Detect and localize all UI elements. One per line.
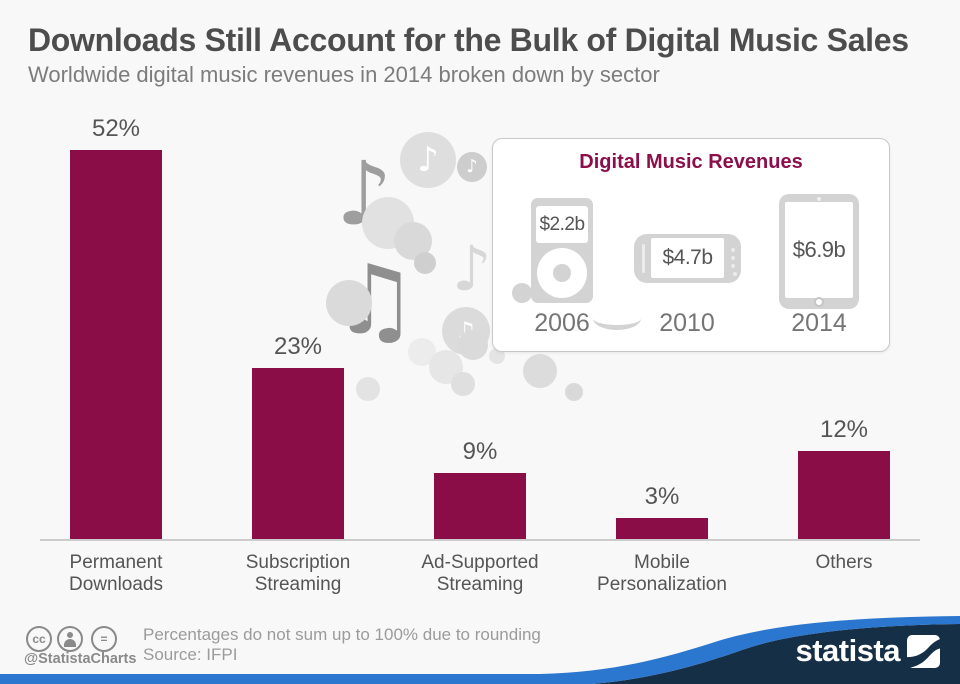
- revenue-inset-panel: Digital Music Revenues $2.2b $4.7b $6.9b…: [492, 138, 890, 352]
- ipod-value: $2.2b: [536, 206, 588, 243]
- treble-clef-circle-icon: ♪: [400, 132, 456, 188]
- year-label: 2014: [791, 309, 847, 337]
- music-note-circle-icon: ♪: [457, 152, 487, 182]
- smartphone-icon: $4.7b: [634, 234, 741, 283]
- inset-title: Digital Music Revenues: [579, 151, 803, 173]
- decor-circle: [523, 354, 557, 388]
- bar-group-mobile-personalization: 3%: [571, 483, 753, 541]
- category-label: Subscription Streaming: [245, 552, 351, 596]
- tablet-icon: $6.9b: [779, 194, 859, 309]
- bar-group-ad-supported-streaming: 9%: [389, 438, 571, 541]
- music-note-icon: ♪: [452, 232, 492, 305]
- tablet-value: $6.9b: [785, 202, 853, 298]
- decor-circle: [489, 348, 505, 364]
- ipod-clickwheel: [537, 248, 587, 298]
- decor-circle: [565, 383, 583, 401]
- bar-mobile-personalization: [616, 518, 708, 541]
- earbud-wire-icon: [593, 307, 641, 330]
- category-label: Ad-Supported Streaming: [421, 552, 539, 596]
- year-label: 2010: [659, 309, 715, 337]
- bar-subscription-streaming: [252, 368, 344, 541]
- earbud-icon: [512, 283, 532, 303]
- decor-circle: [458, 330, 488, 360]
- bar-ad-supported-streaming: [434, 473, 526, 541]
- bar-group-others: 12%: [753, 416, 935, 541]
- bar-group-subscription-streaming: 23%: [207, 333, 389, 541]
- bar-value-label: 12%: [819, 416, 869, 443]
- decor-circle: [356, 377, 380, 401]
- bar-others: [798, 451, 890, 541]
- page-subtitle: Worldwide digital music revenues in 2014…: [28, 62, 660, 87]
- year-label: 2006: [534, 309, 590, 337]
- page-title: Downloads Still Account for the Bulk of …: [28, 22, 909, 58]
- category-label: Mobile Personalization: [597, 552, 727, 596]
- bar-value-label: 3%: [644, 483, 680, 510]
- decor-circle: [326, 280, 372, 326]
- bar-group-permanent-downloads: 52%: [25, 115, 207, 541]
- decor-circle: [414, 252, 436, 274]
- bar-value-label: 52%: [91, 115, 141, 142]
- x-axis-line: [40, 539, 920, 541]
- bar-permanent-downloads: [70, 150, 162, 541]
- smartphone-value: $4.7b: [651, 238, 724, 278]
- bar-value-label: 23%: [273, 333, 323, 360]
- decor-circle: [451, 372, 475, 396]
- bar-value-label: 9%: [462, 438, 498, 465]
- category-label: Permanent Downloads: [69, 552, 163, 596]
- ipod-icon: $2.2b: [531, 198, 593, 303]
- category-label: Others: [815, 552, 873, 573]
